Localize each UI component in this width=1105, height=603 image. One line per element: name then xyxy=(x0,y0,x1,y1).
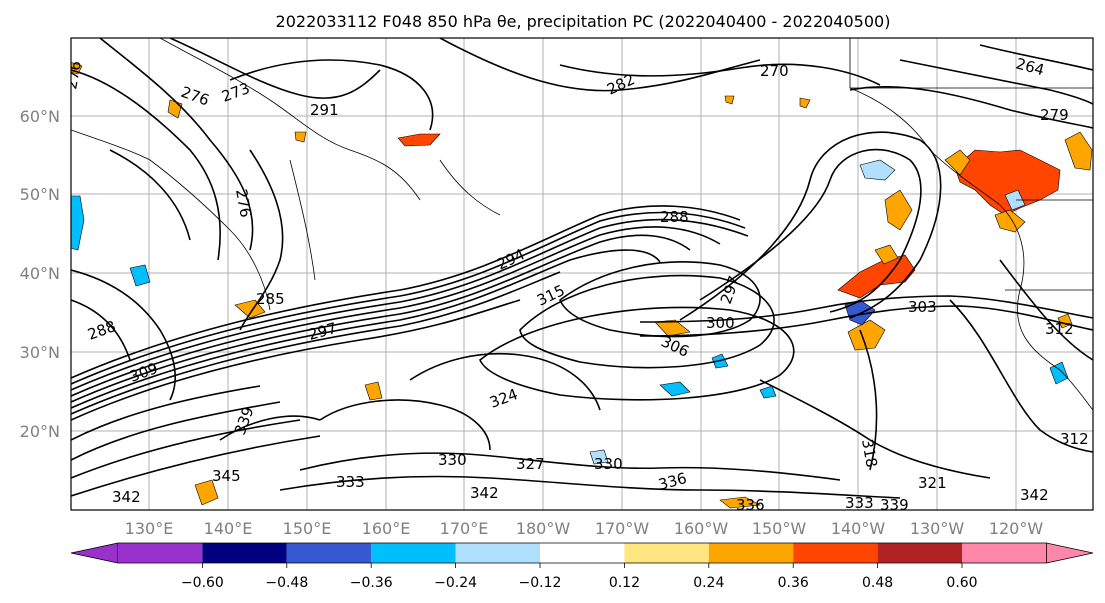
contour-label: 312 xyxy=(1060,430,1089,448)
map-gridlines xyxy=(71,38,1093,510)
contour-label: 333 xyxy=(845,494,874,512)
lat-label: 20°N xyxy=(20,422,60,441)
colorbar-tick-label: −0.48 xyxy=(265,575,308,591)
contour-label: 345 xyxy=(212,467,241,485)
contour-label: 300 xyxy=(706,314,735,332)
contour-label: 342 xyxy=(470,484,499,502)
colorbar-extend-min xyxy=(70,542,119,564)
contour-label: 330 xyxy=(594,455,623,473)
contour-label: 318 xyxy=(858,438,881,469)
colorbar-tick-label: 0.60 xyxy=(946,575,977,591)
lon-label: 170°W xyxy=(595,519,650,538)
lat-label: 40°N xyxy=(20,264,60,283)
precip-negative-shading xyxy=(71,159,1069,465)
latitude-labels: 60°N 50°N 40°N 30°N 20°N xyxy=(20,107,60,441)
contour-label: 276 xyxy=(232,188,255,219)
contour-label: 285 xyxy=(256,290,285,308)
contour-label: 342 xyxy=(112,488,141,506)
lon-label: 130°W xyxy=(910,519,965,538)
contour-label: 342 xyxy=(1020,486,1049,504)
colorbar-tick-label: 0.12 xyxy=(609,575,640,591)
lon-label: 140°E xyxy=(204,519,253,538)
lon-label: 150°E xyxy=(283,519,332,538)
contour-label: 333 xyxy=(336,473,365,491)
contour-label: 327 xyxy=(516,455,545,473)
colorbar-tick-label: −0.60 xyxy=(181,575,224,591)
colorbar-segment xyxy=(624,543,709,563)
lon-label: 180°W xyxy=(516,519,571,538)
lon-label: 170°E xyxy=(440,519,489,538)
colorbar-tick-label: 0.24 xyxy=(693,575,724,591)
longitude-labels: 130°E 140°E 150°E 160°E 170°E 180°W 170°… xyxy=(125,519,1044,538)
coastlines xyxy=(71,38,1093,411)
contour-label: 288 xyxy=(660,208,689,226)
lon-label: 160°E xyxy=(362,519,411,538)
contour-label: 291 xyxy=(310,101,339,119)
colorbar-extend-max xyxy=(1046,542,1094,564)
colorbar-segment xyxy=(708,543,794,563)
lon-label: 140°W xyxy=(831,519,886,538)
colorbar-segment xyxy=(371,543,456,563)
colorbar-segment xyxy=(455,543,540,563)
lon-label: 160°W xyxy=(674,519,729,538)
colorbar-segment xyxy=(286,543,372,563)
colorbar-tick-label: −0.36 xyxy=(350,575,393,591)
colorbar-segment xyxy=(962,543,1047,563)
contour-label: 312 xyxy=(1045,320,1074,338)
contour-label: 339 xyxy=(880,496,909,514)
lat-label: 50°N xyxy=(20,185,60,204)
figure-title: 2022033112 F048 850 hPa θe, precipitatio… xyxy=(276,12,891,31)
lon-label: 150°W xyxy=(752,519,807,538)
lat-label: 60°N xyxy=(20,107,60,126)
colorbar-segment xyxy=(540,543,625,563)
colorbar-tick-label: −0.24 xyxy=(434,575,477,591)
contour-label: 321 xyxy=(918,474,947,492)
colorbar-segment xyxy=(202,543,287,563)
lon-label: 120°W xyxy=(989,519,1044,538)
colorbar-ticks xyxy=(201,563,963,568)
colorbar-segment xyxy=(118,543,203,563)
contour-label: 270 xyxy=(760,62,789,80)
colorbar-tick-label: −0.12 xyxy=(519,575,562,591)
contour-label: 336 xyxy=(736,496,765,514)
theta-e-contours xyxy=(71,38,1093,499)
contour-label: 303 xyxy=(908,298,937,316)
map-panel: 273 276 264 270 282 279 285 288 294 297 … xyxy=(20,37,1094,538)
contour-label: 330 xyxy=(438,451,467,469)
colorbar-tick-label: 0.36 xyxy=(778,575,809,591)
colorbar: −0.60 −0.48 −0.36 −0.24 −0.12 0.12 0.24 … xyxy=(70,542,1094,591)
contour-label: 279 xyxy=(1040,106,1069,124)
map-frame xyxy=(70,37,1094,511)
colorbar-tick-label: 0.48 xyxy=(862,575,893,591)
colorbar-segment xyxy=(877,543,962,563)
lon-label: 130°E xyxy=(125,519,174,538)
lat-label: 30°N xyxy=(20,343,60,362)
colorbar-segment xyxy=(793,543,878,563)
precip-positive-shading xyxy=(71,62,1093,509)
